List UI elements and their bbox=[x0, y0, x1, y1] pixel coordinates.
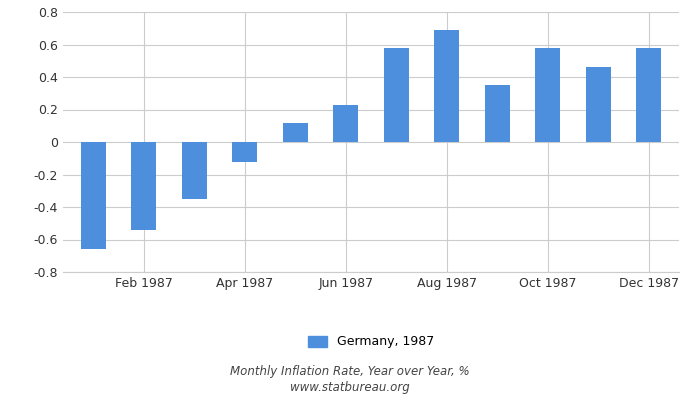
Bar bbox=[232, 142, 258, 162]
Bar bbox=[80, 142, 106, 249]
Bar bbox=[131, 142, 156, 230]
Bar bbox=[484, 85, 510, 142]
Text: www.statbureau.org: www.statbureau.org bbox=[290, 382, 410, 394]
Bar bbox=[535, 48, 560, 142]
Bar bbox=[586, 67, 611, 142]
Bar bbox=[434, 30, 459, 142]
Bar bbox=[182, 142, 207, 199]
Text: Monthly Inflation Rate, Year over Year, %: Monthly Inflation Rate, Year over Year, … bbox=[230, 365, 470, 378]
Bar bbox=[384, 48, 409, 142]
Bar bbox=[283, 122, 308, 142]
Bar bbox=[333, 105, 358, 142]
Bar bbox=[636, 48, 662, 142]
Legend: Germany, 1987: Germany, 1987 bbox=[308, 336, 434, 348]
